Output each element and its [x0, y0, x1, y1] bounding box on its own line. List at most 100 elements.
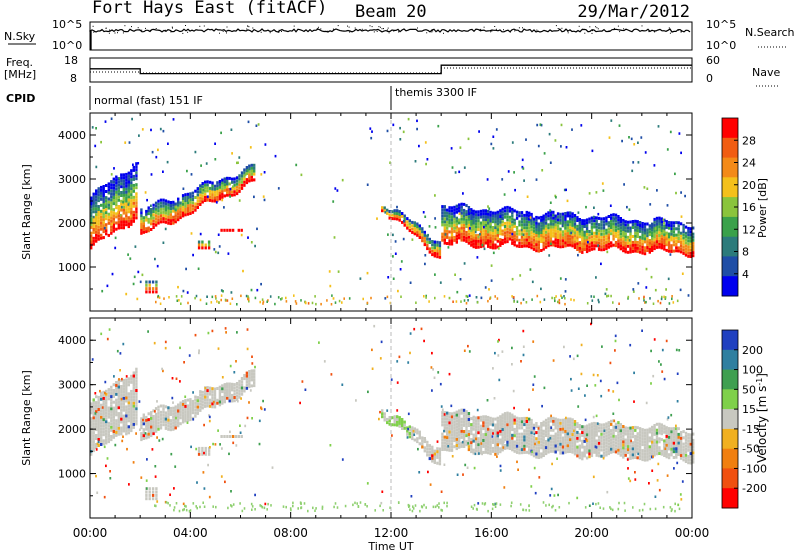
power-speckle — [560, 145, 562, 148]
power-cell — [226, 183, 228, 186]
ytick-label: 3000 — [58, 173, 86, 186]
power-cell — [439, 256, 441, 259]
velocity-cell — [528, 427, 530, 430]
power-speckle — [93, 216, 95, 219]
velocity-cell — [620, 435, 622, 438]
power-cell — [656, 217, 658, 220]
velocity-cell — [231, 400, 233, 403]
power-cell — [685, 254, 687, 257]
power-cell — [120, 226, 122, 229]
power-speckle — [488, 288, 490, 291]
power-speckle — [567, 200, 569, 203]
velocity-cell — [518, 445, 520, 448]
velocity-cell — [404, 421, 406, 424]
power-cell — [125, 214, 127, 217]
velocity-cell — [615, 447, 617, 450]
velocity-cell — [617, 446, 619, 449]
power-speckle — [637, 282, 639, 285]
velocity-cell — [627, 433, 629, 436]
power-speckle — [688, 294, 690, 297]
velocity-cell — [148, 421, 150, 424]
power-cell — [511, 239, 513, 242]
velocity-cell — [434, 461, 436, 464]
velocity-cell — [557, 436, 559, 439]
power-cell — [406, 224, 408, 227]
power-cell — [526, 241, 528, 244]
velocity-cell — [641, 437, 643, 440]
velocity-cell — [615, 444, 617, 447]
power-cell — [233, 181, 235, 184]
power-speckle — [173, 118, 175, 121]
power-cell — [600, 221, 602, 224]
nsky-dot — [320, 28, 321, 29]
nsearch-tick-top: 10^5 — [706, 18, 736, 31]
power-cell — [545, 216, 547, 219]
velocity-cell — [155, 416, 157, 419]
power-cell — [123, 182, 125, 185]
velocity-cell — [130, 429, 132, 432]
power-cell — [509, 234, 511, 237]
power-cell — [233, 193, 235, 196]
power-ground — [661, 298, 663, 301]
power-cell — [120, 185, 122, 188]
velocity-cell — [523, 432, 525, 435]
velocity-cell — [177, 415, 179, 418]
velocity-speckle — [165, 347, 167, 350]
power-cell — [550, 220, 552, 223]
velocity-speckle — [264, 408, 266, 411]
power-ground — [216, 300, 218, 303]
power-cell — [586, 230, 588, 233]
power-cell — [394, 215, 396, 218]
velocity-cell — [211, 393, 213, 396]
velocity-cell — [453, 418, 455, 421]
power-cell — [103, 188, 105, 191]
velocity-cell — [179, 413, 181, 416]
power-cell — [526, 217, 528, 220]
velocity-cell — [540, 455, 542, 458]
velocity-cell — [661, 450, 663, 453]
velocity-cell — [463, 421, 465, 424]
velocity-cell — [530, 428, 532, 431]
velocity-cell — [115, 422, 117, 425]
power-speckle — [682, 273, 684, 276]
velocity-cell — [675, 430, 677, 433]
velocity-speckle — [113, 375, 115, 378]
power-cell — [241, 175, 243, 178]
nsky-dot — [185, 25, 186, 26]
power-cell — [446, 218, 448, 221]
power-cell — [150, 222, 152, 225]
velocity-cell — [605, 454, 607, 457]
power-cell — [666, 220, 668, 223]
velocity-cell — [246, 384, 248, 387]
velocity-cell — [175, 411, 177, 414]
velocity-cell — [135, 374, 137, 377]
velocity-cell — [133, 381, 135, 384]
velocity-cell — [600, 442, 602, 445]
power-ground — [255, 297, 257, 300]
power-cell — [165, 209, 167, 212]
velocity-cell — [581, 457, 583, 460]
power-cell — [477, 228, 479, 231]
velocity-ground — [242, 510, 244, 513]
power-cell — [128, 198, 130, 201]
velocity-cell — [118, 400, 120, 403]
power-cell — [128, 219, 130, 222]
power-cell — [477, 246, 479, 249]
power-cell — [458, 227, 460, 230]
power-cell — [555, 217, 557, 220]
power-cell — [98, 187, 100, 190]
power-speckle — [565, 278, 567, 281]
velocity-cell — [646, 455, 648, 458]
power-cell — [552, 214, 554, 217]
velocity-speckle — [502, 350, 504, 353]
power-cell — [465, 234, 467, 237]
nsky-dot — [670, 33, 671, 34]
velocity-cell — [489, 423, 491, 426]
velocity-cell — [526, 426, 528, 429]
nsky-dot — [204, 26, 205, 27]
power-speckle — [514, 189, 516, 192]
power-speckle — [392, 255, 394, 258]
velocity-speckle — [511, 347, 513, 350]
power-cell — [441, 220, 443, 223]
velocity-cell — [555, 433, 557, 436]
